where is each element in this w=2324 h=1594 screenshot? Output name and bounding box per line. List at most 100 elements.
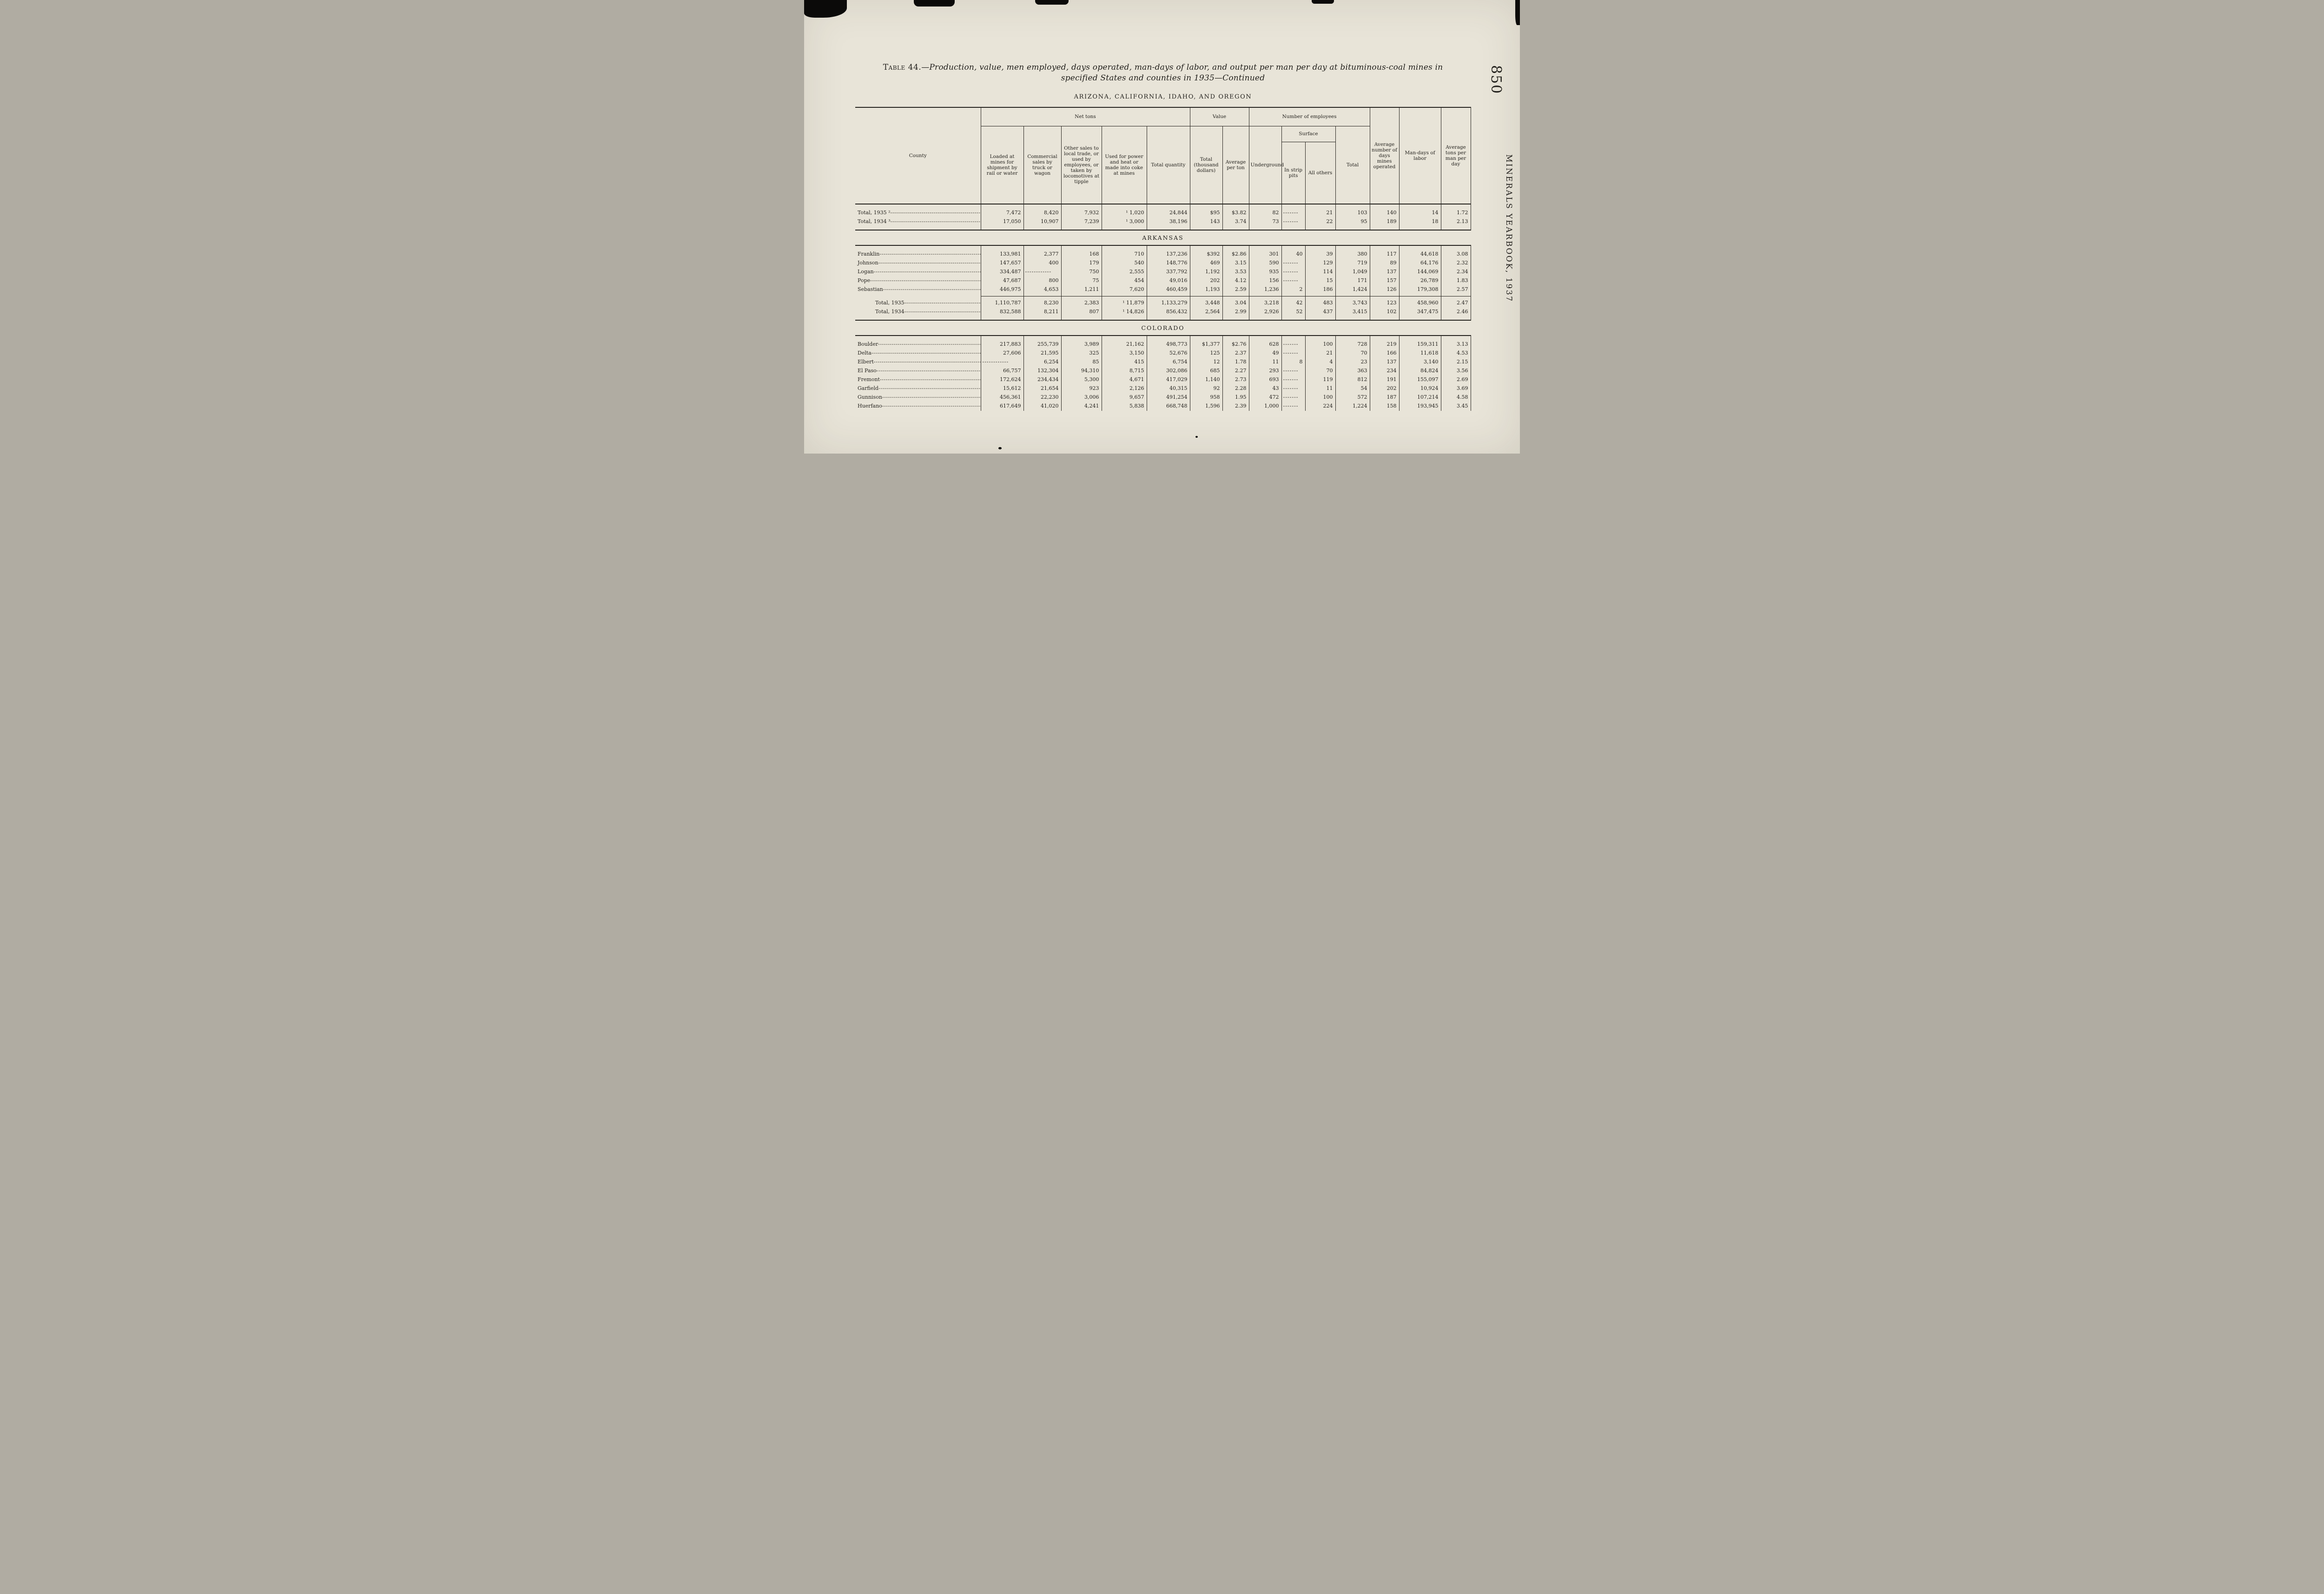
- value-cell: -------: [1281, 366, 1305, 375]
- value-cell: 3.04: [1222, 296, 1249, 308]
- value-cell: 3.08: [1440, 245, 1471, 259]
- county-label: Gunnison: [858, 394, 882, 400]
- value-cell: 158: [1369, 402, 1400, 411]
- value-cell: 460,459: [1146, 285, 1190, 296]
- table-title-line2: specified States and counties in 1935—Co…: [1061, 73, 1265, 83]
- table-row: Franklin 133,9812,377168710137,236$392$2.…: [855, 245, 1471, 259]
- value-cell: 2.37: [1222, 349, 1249, 358]
- value-cell: 64,176: [1399, 258, 1441, 268]
- value-cell: 11: [1305, 384, 1335, 393]
- county-label: Logan: [858, 269, 874, 275]
- scan-artifact: [804, 0, 847, 18]
- dash-leader: [882, 403, 981, 409]
- county-cell: Johnson: [855, 259, 981, 268]
- value-cell: 800: [1023, 276, 1061, 285]
- value-cell: 39: [1305, 245, 1335, 259]
- col-header-man-days: Man-days of labor: [1399, 107, 1441, 204]
- value-cell: 49: [1248, 349, 1281, 358]
- value-cell: -------: [1281, 402, 1305, 411]
- value-cell: $3.82: [1222, 204, 1249, 217]
- value-cell: -------: [1281, 375, 1305, 384]
- value-cell: 26,789: [1399, 276, 1441, 285]
- county-label: Huerfano: [858, 403, 882, 409]
- value-cell: 187: [1369, 393, 1400, 402]
- value-cell: 334,487: [980, 267, 1023, 277]
- value-cell: 2: [1281, 285, 1305, 296]
- page-number: 850: [1488, 65, 1504, 95]
- value-cell: 1.78: [1222, 357, 1249, 367]
- value-cell: 2.99: [1222, 307, 1249, 320]
- value-cell: 2.69: [1440, 375, 1471, 384]
- county-cell: Delta: [855, 349, 981, 358]
- value-cell: 4.12: [1222, 276, 1249, 285]
- value-cell: 70: [1305, 366, 1335, 375]
- county-label: Garfield: [858, 385, 879, 391]
- value-cell: 693: [1248, 375, 1281, 384]
- value-cell: 812: [1335, 375, 1370, 384]
- value-cell: 94,310: [1061, 366, 1102, 375]
- value-cell: 125: [1189, 349, 1222, 358]
- value-cell: 43: [1248, 384, 1281, 393]
- value-cell: 70: [1335, 349, 1370, 358]
- value-cell: 193,945: [1399, 402, 1441, 411]
- value-cell: 10,924: [1399, 384, 1441, 393]
- value-cell: 472: [1248, 393, 1281, 402]
- table-row: Sebastian446,9754,6531,2117,620460,4591,…: [855, 285, 1471, 296]
- county-label: Total, 1934 ³: [858, 218, 891, 224]
- value-cell: 41,020: [1023, 402, 1061, 411]
- dash-leader: [877, 368, 981, 374]
- col-header-all-others: All others: [1305, 142, 1335, 204]
- book-side-title: MINERALS YEARBOOK, 1937: [1504, 154, 1513, 303]
- value-cell: 52: [1281, 307, 1305, 320]
- value-cell: 52,676: [1146, 349, 1190, 358]
- value-cell: 1,211: [1061, 285, 1102, 296]
- value-cell: ¹ 14,826: [1101, 307, 1147, 320]
- col-header-emp-total: Total: [1335, 126, 1370, 204]
- value-cell: 456,361: [980, 393, 1023, 402]
- value-cell: 38,196: [1146, 217, 1190, 230]
- value-cell: 186: [1305, 285, 1335, 296]
- state-group-heading: ARIZONA, CALIFORNIA, IDAHO, AND OREGON: [1074, 93, 1252, 100]
- value-cell: 3,989: [1061, 336, 1102, 349]
- value-cell: 137: [1369, 357, 1400, 367]
- value-cell: ------------: [1023, 267, 1061, 277]
- table-header: County Net tons Value Number of employee…: [855, 107, 1471, 204]
- value-cell: 4.58: [1440, 393, 1471, 402]
- value-cell: 617,649: [980, 402, 1023, 411]
- value-cell: -------: [1281, 204, 1305, 217]
- value-cell: 3,218: [1248, 296, 1281, 308]
- value-cell: 2.15: [1440, 357, 1471, 367]
- value-cell: 6,754: [1146, 357, 1190, 367]
- value-cell: $2.86: [1222, 245, 1249, 259]
- value-cell: 7,620: [1101, 285, 1147, 296]
- value-cell: 1,133,279: [1146, 296, 1190, 308]
- value-cell: 1,110,787: [980, 296, 1023, 308]
- value-cell: 415: [1101, 357, 1147, 367]
- scanned-page: Table 44.—Production, value, men employe…: [804, 0, 1520, 454]
- value-cell: 21: [1305, 204, 1335, 217]
- value-cell: 8,211: [1023, 307, 1061, 320]
- table-title-line1: —Production, value, men employed, days o…: [921, 63, 1443, 72]
- value-cell: 224: [1305, 402, 1335, 411]
- value-cell: 923: [1061, 384, 1102, 393]
- value-cell: 719: [1335, 258, 1370, 268]
- table-title: Table 44.—Production, value, men employe…: [855, 62, 1471, 84]
- county-cell: Franklin: [855, 245, 981, 259]
- county-cell: Boulder: [855, 336, 981, 349]
- dash-leader: [891, 218, 981, 224]
- col-header-avg-tons: Average tons per man per day: [1440, 107, 1471, 204]
- value-cell: 491,254: [1146, 393, 1190, 402]
- value-cell: 3,150: [1101, 349, 1147, 358]
- dash-leader: [872, 350, 981, 356]
- value-cell: 21,654: [1023, 384, 1061, 393]
- scan-artifact: [1195, 436, 1198, 438]
- value-cell: 3.53: [1222, 267, 1249, 277]
- value-cell: 3,415: [1335, 307, 1370, 320]
- dash-leader: [878, 260, 981, 266]
- value-cell: 3,006: [1061, 393, 1102, 402]
- value-cell: 1,192: [1189, 267, 1222, 277]
